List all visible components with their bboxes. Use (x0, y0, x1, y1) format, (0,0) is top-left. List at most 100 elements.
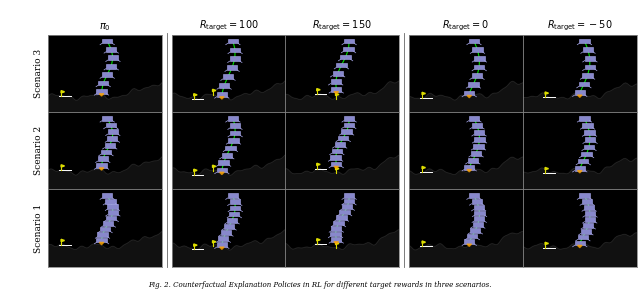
Polygon shape (467, 170, 472, 172)
Bar (344, 47, 354, 51)
Polygon shape (409, 232, 523, 267)
Text: $\pi_0$: $\pi_0$ (99, 21, 111, 33)
Polygon shape (212, 89, 216, 92)
Bar (344, 116, 355, 121)
Polygon shape (285, 230, 399, 267)
Bar (339, 210, 349, 214)
Bar (223, 74, 233, 79)
Bar (474, 65, 484, 69)
Bar (229, 212, 239, 216)
Bar (218, 160, 228, 165)
Bar (228, 116, 238, 121)
Bar (344, 39, 355, 43)
Polygon shape (194, 169, 197, 171)
Bar (101, 150, 111, 154)
Bar (579, 193, 589, 198)
Bar (106, 47, 116, 52)
Text: $R_{\mathrm{target}} = -50$: $R_{\mathrm{target}} = -50$ (547, 19, 612, 33)
Bar (228, 193, 238, 198)
Bar (472, 222, 483, 227)
Polygon shape (285, 81, 399, 112)
Bar (340, 55, 351, 59)
Polygon shape (194, 244, 197, 246)
Polygon shape (577, 95, 582, 97)
Polygon shape (545, 242, 548, 244)
Bar (97, 163, 107, 168)
Bar (582, 73, 593, 78)
Bar (584, 205, 595, 210)
Bar (98, 81, 108, 85)
Bar (575, 90, 585, 95)
Bar (228, 39, 238, 43)
Bar (575, 241, 585, 245)
Bar (474, 130, 484, 135)
Polygon shape (212, 241, 216, 243)
Bar (97, 232, 108, 237)
Polygon shape (334, 242, 339, 244)
Polygon shape (335, 168, 339, 170)
Text: Scenario 1: Scenario 1 (34, 204, 43, 253)
Polygon shape (220, 97, 224, 99)
Polygon shape (212, 165, 216, 168)
Polygon shape (99, 242, 104, 245)
Bar (474, 205, 484, 209)
Bar (221, 153, 232, 157)
Bar (575, 166, 585, 171)
Bar (584, 130, 595, 135)
Polygon shape (172, 81, 285, 112)
Bar (474, 137, 484, 142)
Bar (468, 82, 479, 87)
Polygon shape (317, 163, 320, 166)
Bar (218, 236, 228, 241)
Bar (472, 47, 483, 52)
Bar (464, 165, 474, 170)
Bar (468, 158, 478, 163)
Text: Scenario 3: Scenario 3 (34, 49, 43, 98)
Bar (472, 123, 482, 128)
Bar (331, 162, 341, 166)
Bar (585, 137, 595, 142)
Bar (344, 193, 355, 198)
Bar (583, 223, 593, 228)
Bar (227, 218, 237, 222)
Text: Scenario 2: Scenario 2 (34, 126, 43, 175)
Bar (338, 136, 348, 140)
Bar (332, 149, 342, 153)
Polygon shape (61, 239, 65, 242)
Bar (583, 47, 593, 52)
Bar (97, 89, 107, 94)
Polygon shape (422, 241, 426, 243)
Bar (467, 234, 477, 238)
Polygon shape (409, 157, 523, 189)
Bar (108, 130, 118, 134)
Polygon shape (99, 94, 104, 96)
Polygon shape (523, 83, 637, 112)
Bar (579, 116, 589, 121)
Bar (582, 152, 592, 156)
Polygon shape (523, 158, 637, 189)
Bar (98, 157, 108, 161)
Bar (580, 229, 591, 233)
Bar (221, 230, 231, 235)
Text: $R_{\mathrm{target}} = 0$: $R_{\mathrm{target}} = 0$ (442, 19, 490, 33)
Bar (471, 151, 481, 155)
Bar (230, 48, 240, 52)
Polygon shape (220, 247, 224, 249)
Bar (100, 227, 110, 231)
Bar (579, 39, 589, 43)
Bar (584, 144, 594, 149)
Bar (474, 211, 484, 215)
Text: Fig. 2. Counterfactual Explanation Policies in RL for different target rewards i: Fig. 2. Counterfactual Explanation Polic… (148, 280, 492, 289)
Bar (219, 83, 229, 88)
Bar (582, 123, 593, 128)
Polygon shape (48, 232, 162, 267)
Bar (230, 123, 240, 128)
Bar (217, 92, 227, 97)
Bar (104, 143, 115, 148)
Bar (230, 131, 240, 135)
Bar (102, 72, 113, 77)
Bar (464, 91, 474, 95)
Polygon shape (285, 155, 399, 189)
Polygon shape (172, 229, 285, 267)
Bar (579, 82, 589, 86)
